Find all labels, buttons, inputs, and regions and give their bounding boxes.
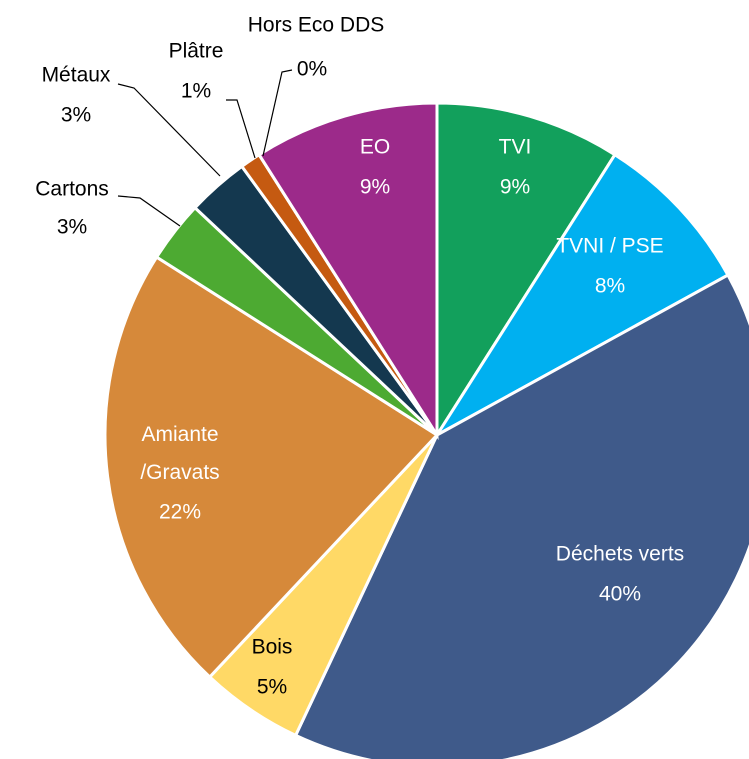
- slice-value-label: 3%: [57, 216, 87, 239]
- slice-label: Métaux: [42, 64, 111, 87]
- pie-slice: [293, 273, 749, 759]
- slice-value-label: 1%: [181, 80, 211, 103]
- leader-line: [226, 99, 256, 159]
- pie-slice: [257, 101, 439, 441]
- slice-label: Hors Eco DDS: [248, 14, 385, 37]
- leader-line: [117, 83, 221, 177]
- slice-value-label: 8%: [595, 275, 625, 298]
- slice-value-label: 40%: [599, 583, 641, 606]
- slice-value-label: 0%: [297, 58, 327, 81]
- leader-line: [117, 195, 181, 227]
- slice-label: TVI: [499, 136, 532, 159]
- pie-slice: [435, 101, 617, 441]
- slice-value-label: 9%: [500, 176, 530, 199]
- slice-label: Amiante/Gravats: [140, 423, 219, 484]
- slice-value-label: 22%: [159, 501, 201, 524]
- pie-slice: [435, 152, 730, 437]
- pie-slice: [103, 255, 440, 680]
- slice-label: Bois: [252, 636, 293, 659]
- slice-label: Cartons: [35, 178, 109, 201]
- slice-label: Déchets verts: [556, 543, 684, 566]
- slice-label: TVNI / PSE: [556, 235, 663, 258]
- slice-value-label: 3%: [61, 104, 91, 127]
- slice-value-label: 9%: [360, 176, 390, 199]
- slice-label: EO: [360, 136, 390, 159]
- slice-value-label: 5%: [257, 676, 287, 699]
- leader-line: [262, 69, 293, 157]
- slice-label: Plâtre: [169, 40, 224, 63]
